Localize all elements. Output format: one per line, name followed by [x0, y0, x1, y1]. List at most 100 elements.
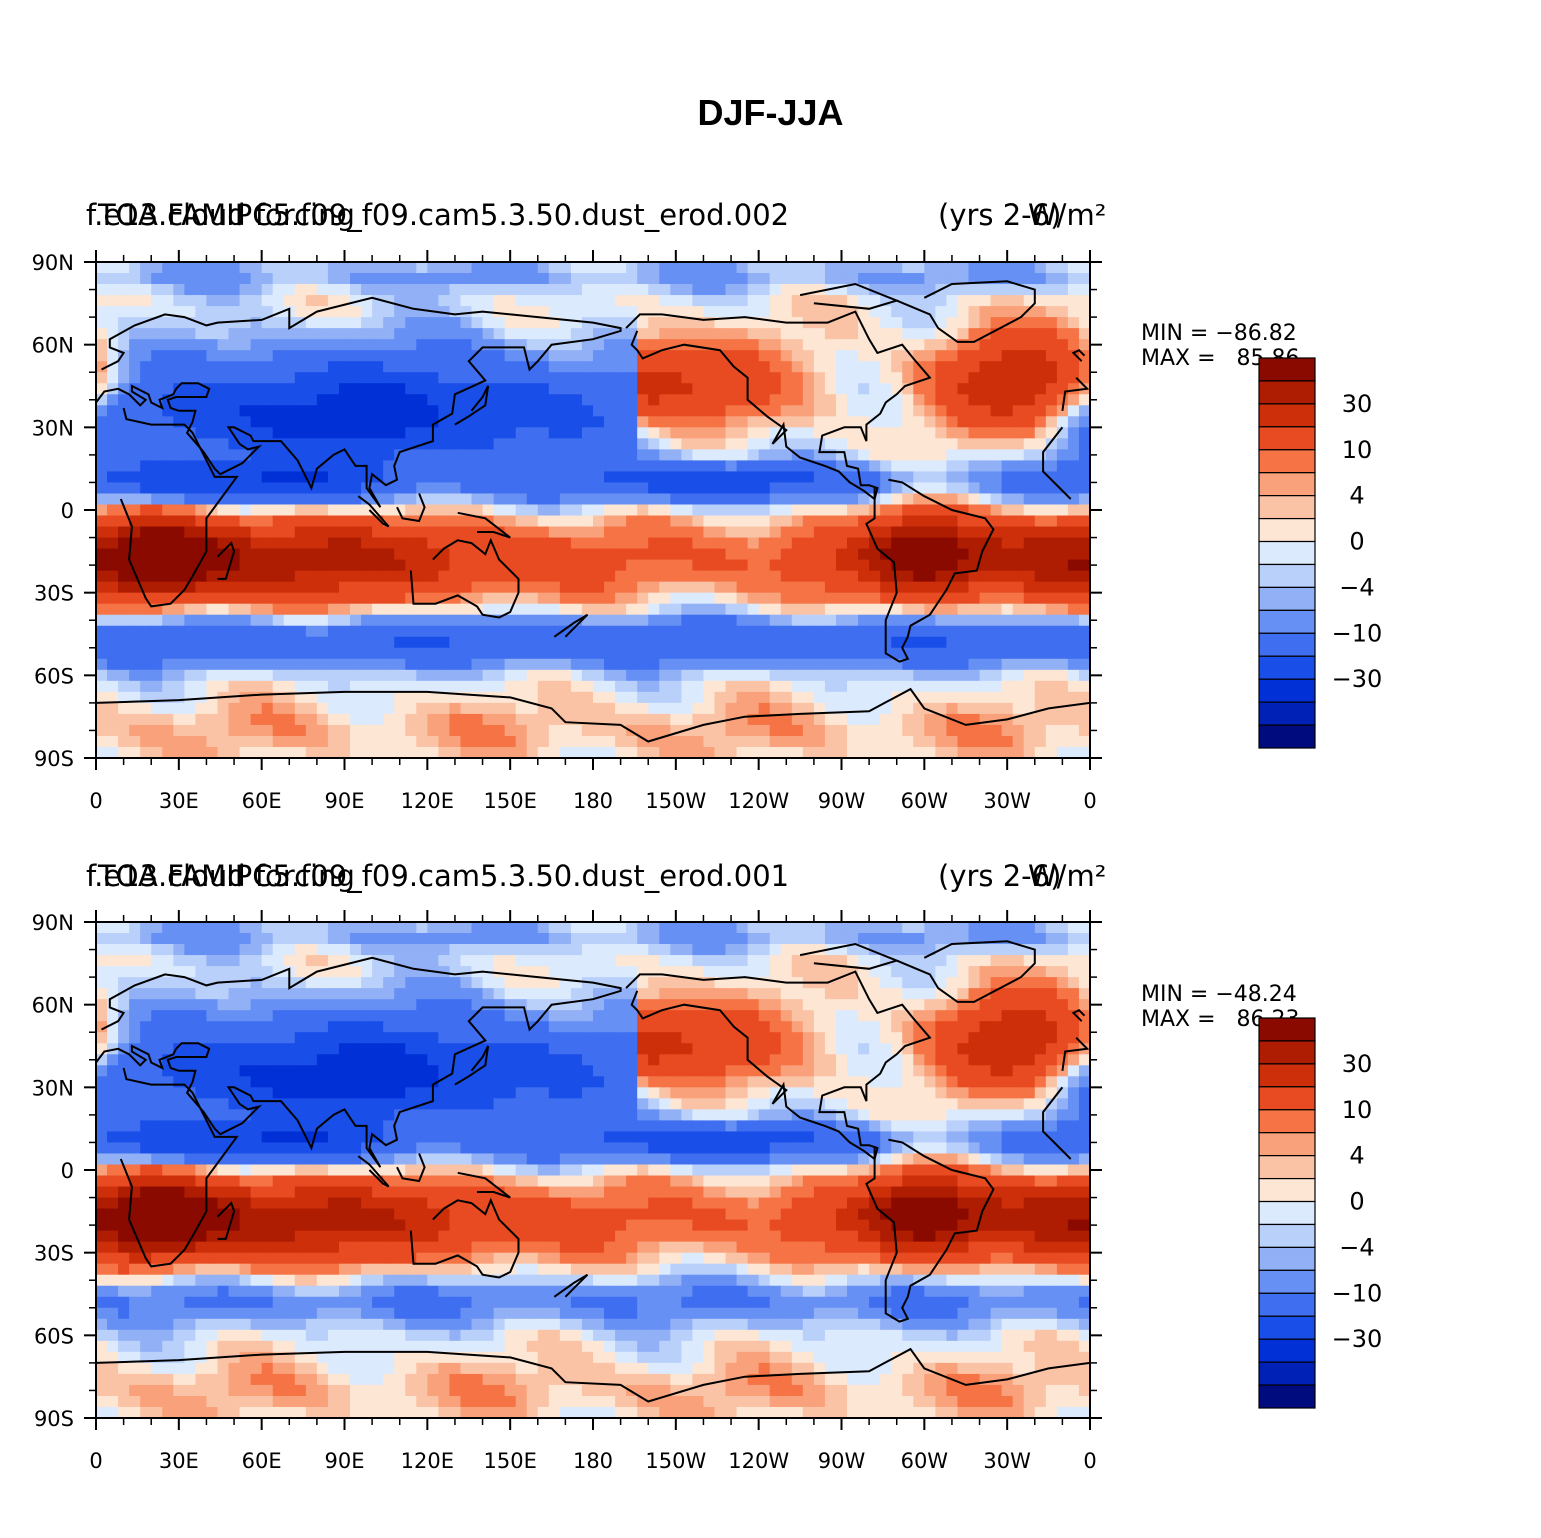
field-cell: [206, 394, 219, 406]
field-cell: [372, 427, 384, 439]
field-cell: [604, 625, 616, 638]
field-cell: [151, 922, 163, 934]
field-cell: [1034, 383, 1047, 395]
field-cell: [1045, 361, 1058, 373]
field-cell: [559, 548, 572, 561]
field-cell: [228, 427, 241, 439]
field-cell: [1001, 416, 1014, 428]
field-cell: [383, 427, 395, 439]
field-cell: [272, 350, 285, 362]
field-cell: [725, 944, 738, 956]
field-cell: [626, 372, 638, 384]
field-cell: [350, 537, 362, 550]
field-cell: [593, 548, 605, 561]
field-cell: [769, 306, 782, 318]
field-cell: [714, 702, 727, 715]
field-cell: [118, 295, 130, 307]
field-cell: [162, 636, 174, 649]
field-cell: [294, 482, 307, 495]
field-cell: [350, 746, 362, 758]
field-cell: [1001, 328, 1014, 340]
field-cell: [217, 526, 230, 539]
field-cell: [438, 460, 451, 473]
field-cell: [338, 339, 351, 351]
field-cell: [162, 592, 174, 605]
field-cell: [615, 922, 627, 934]
field-cell: [902, 680, 914, 693]
field-cell: [924, 724, 936, 737]
field-cell: [239, 273, 252, 285]
field-cell: [118, 372, 130, 384]
field-cell: [891, 658, 903, 671]
field-cell: [482, 405, 495, 417]
field-cell: [107, 438, 119, 450]
field-cell: [107, 966, 119, 978]
field-cell: [327, 713, 340, 726]
field-cell: [570, 559, 583, 572]
field-cell: [173, 1010, 185, 1022]
field-cell: [118, 328, 130, 340]
field-cell: [769, 493, 782, 506]
field-cell: [758, 746, 771, 758]
field-cell: [228, 614, 241, 627]
field-cell: [1056, 636, 1069, 649]
field-cell: [305, 262, 318, 274]
field-cell: [802, 647, 815, 660]
colorbar-label: −4: [1339, 573, 1374, 601]
field-cell: [272, 471, 285, 484]
field-cell: [615, 702, 627, 715]
field-cell: [449, 471, 462, 484]
field-cell: [736, 394, 749, 406]
field-cell: [173, 548, 185, 561]
field-cell: [372, 735, 384, 748]
field-cell: [1023, 603, 1036, 616]
field-cell: [593, 361, 605, 373]
field-cell: [471, 350, 484, 362]
field-cell: [471, 944, 484, 956]
field-cell: [648, 570, 660, 583]
field-cell: [802, 713, 815, 726]
x-tick-label: 150E: [483, 789, 536, 813]
field-cell: [272, 405, 285, 417]
field-cell: [96, 592, 108, 605]
field-cell: [1078, 372, 1090, 384]
field-cell: [195, 713, 208, 726]
field-cell: [460, 295, 473, 307]
field-cell: [626, 735, 638, 748]
field-cell: [736, 702, 749, 715]
field-cell: [1067, 394, 1080, 406]
field-cell: [504, 988, 517, 1000]
field-cell: [802, 702, 815, 715]
field-cell: [140, 977, 152, 989]
field-cell: [736, 361, 749, 373]
field-cell: [869, 625, 881, 638]
field-cell: [129, 361, 141, 373]
field-cell: [217, 658, 230, 671]
field-cell: [217, 405, 230, 417]
field-cell: [559, 955, 572, 967]
field-cell: [1012, 328, 1025, 340]
field-cell: [283, 724, 296, 737]
field-cell: [681, 471, 693, 484]
field-cell: [1056, 559, 1069, 572]
field-cell: [294, 966, 307, 978]
field-cell: [372, 493, 384, 506]
field-cell: [427, 922, 439, 934]
field-cell: [725, 636, 738, 649]
field-cell: [957, 306, 970, 318]
field-cell: [515, 383, 528, 395]
field-cell: [361, 746, 373, 758]
field-cell: [427, 295, 439, 307]
field-cell: [383, 658, 395, 671]
field-cell: [604, 548, 616, 561]
field-cell: [957, 691, 970, 704]
field-cell: [581, 328, 594, 340]
field-cell: [228, 570, 241, 583]
field-cell: [802, 273, 815, 285]
field-cell: [990, 504, 1003, 517]
field-cell: [96, 746, 108, 758]
field-cell: [471, 570, 484, 583]
field-cell: [504, 284, 517, 296]
field-cell: [670, 537, 682, 550]
field-cell: [813, 647, 826, 660]
